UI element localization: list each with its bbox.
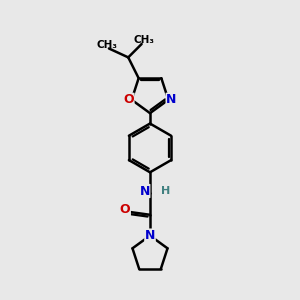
Text: N: N [140,184,150,197]
Text: N: N [166,93,176,106]
Text: O: O [123,93,134,106]
Text: N: N [145,229,155,242]
Text: O: O [120,203,130,216]
Text: CH₃: CH₃ [134,35,154,45]
Text: H: H [161,186,170,196]
Text: CH₃: CH₃ [97,40,118,50]
